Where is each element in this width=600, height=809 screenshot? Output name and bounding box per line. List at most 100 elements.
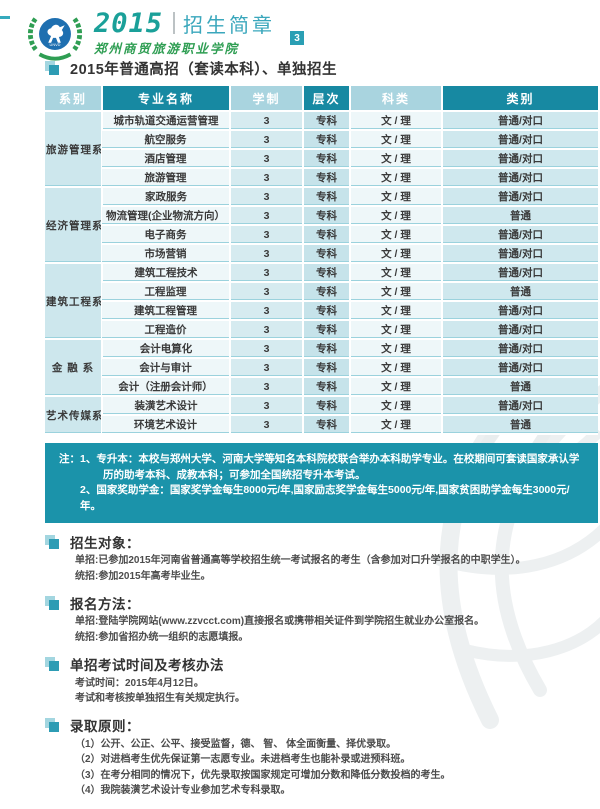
level-cell: 专科 — [302, 377, 350, 397]
years-cell: 3 — [229, 130, 303, 150]
subject-cell: 文 / 理 — [349, 339, 442, 359]
category-cell: 普通/对口 — [441, 396, 598, 416]
table-row: 市场营销 3 专科 文 / 理 普通/对口 — [45, 244, 598, 264]
level-cell: 专科 — [302, 130, 350, 150]
section-line: 统招:参加省招办统一组织的志愿填报。 — [75, 631, 249, 643]
subject-cell: 文 / 理 — [349, 225, 442, 245]
notes-box: 注：1、专升本：本校与郑州大学、河南大学等知名本科院校联合举办本科助学专业。在校… — [45, 443, 598, 524]
years-cell: 3 — [229, 225, 303, 245]
table-row: 酒店管理 3 专科 文 / 理 普通/对口 — [45, 149, 598, 169]
category-cell: 普通/对口 — [441, 358, 598, 378]
major-cell: 酒店管理 — [102, 149, 230, 169]
years-cell: 3 — [229, 301, 303, 321]
level-cell: 专科 — [302, 111, 350, 131]
table-row: 旅游管理 3 专科 文 / 理 普通/对口 — [45, 168, 598, 188]
major-cell: 建筑工程技术 — [101, 263, 230, 283]
subject-cell: 文 / 理 — [349, 377, 442, 397]
table-row: 物流管理(企业物流方向） 3 专科 文 / 理 普通 — [45, 206, 598, 226]
major-cell: 家政服务 — [101, 187, 230, 207]
subject-cell: 文 / 理 — [349, 358, 442, 378]
category-cell: 普通/对口 — [441, 225, 598, 245]
college-name: 郑州商贸旅游职业学院 — [94, 42, 240, 56]
major-cell: 工程造价 — [102, 320, 230, 340]
dept-cell: 金 融 系 — [45, 339, 102, 397]
category-cell: 普通/对口 — [441, 111, 598, 131]
level-cell: 专科 — [302, 149, 350, 169]
years-cell: 3 — [229, 282, 303, 302]
years-cell: 3 — [229, 358, 303, 378]
category-cell: 普通 — [441, 282, 598, 302]
page-number-badge: 3 — [290, 31, 304, 45]
years-cell: 3 — [229, 149, 303, 169]
subject-cell: 文 / 理 — [349, 244, 442, 264]
subject-cell: 文 / 理 — [349, 415, 442, 435]
brand-text: 2015 招生简章 郑州商贸旅游职业学院 3 — [94, 5, 304, 57]
section-bullet-icon — [45, 534, 59, 549]
table-row: 艺术传媒系 装潢艺术设计 3 专科 文 / 理 普通/对口 — [45, 396, 598, 435]
category-cell: 普通/对口 — [441, 168, 598, 188]
table-header-row: 系别 专业名称 学制 层次 科类 类别 — [45, 86, 598, 112]
years-cell: 3 — [229, 320, 303, 340]
brand-year: 2015 — [94, 7, 164, 39]
section-line: 考试时间：2015年4月12日。 — [75, 677, 204, 689]
section-line: （4）我院装潢艺术设计专业参加艺术专科录取。 — [75, 785, 291, 797]
section-bullet-icon — [45, 61, 59, 75]
note-item: 2、国家奖助学金：国家奖学金每生8000元/年,国家励志奖学金每生5000元/年… — [80, 484, 570, 512]
level-cell: 专科 — [302, 206, 350, 226]
major-cell: 市场营销 — [102, 244, 230, 264]
years-cell: 3 — [229, 187, 303, 207]
table-row: 环境艺术设计 3 专科 文 / 理 普通 — [45, 415, 598, 435]
years-cell: 3 — [229, 111, 303, 131]
dept-cell: 艺术传媒系 — [45, 396, 102, 435]
col-header-subject: 科类 — [349, 86, 442, 112]
col-header-level: 层次 — [302, 86, 350, 112]
major-cell: 旅游管理 — [102, 168, 230, 188]
brand-divider — [173, 12, 176, 34]
level-cell: 专科 — [302, 187, 350, 207]
note-item: 注：1、专升本：本校与郑州大学、河南大学等知名本科院校联合举办本科助学专业。在校… — [59, 453, 580, 481]
level-cell: 专科 — [302, 339, 350, 359]
years-cell: 3 — [229, 168, 303, 188]
table-row: 工程造价 3 专科 文 / 理 普通/对口 — [45, 320, 598, 340]
dept-cell: 建筑工程系 — [45, 263, 102, 340]
section-heading: 录取原则： — [70, 719, 140, 735]
col-header-category: 类别 — [441, 86, 598, 112]
table-row: 会计与审计 3 专科 文 / 理 普通/对口 — [45, 358, 598, 378]
section-line: 考试和考核按单独招生有关规定执行。 — [75, 693, 245, 705]
category-cell: 普通/对口 — [441, 130, 598, 150]
category-cell: 普通/对口 — [441, 244, 598, 264]
subject-cell: 文 / 理 — [349, 301, 442, 321]
level-cell: 专科 — [302, 244, 350, 264]
section-registration-method: 报名方法： 单招:登陆学院网站(www.zzvcct.com)直接报名或携带相关… — [45, 593, 598, 645]
category-cell: 普通/对口 — [441, 301, 598, 321]
major-cell: 会计电算化 — [101, 339, 230, 359]
category-cell: 普通/对口 — [441, 339, 598, 359]
level-cell: 专科 — [302, 396, 350, 416]
category-cell: 普通 — [441, 206, 598, 226]
col-header-major: 专业名称 — [101, 86, 230, 112]
major-cell: 物流管理(企业物流方向） — [102, 206, 230, 226]
category-cell: 普通/对口 — [441, 187, 598, 207]
category-cell: 普通 — [441, 377, 598, 397]
section-line: （1）公开、公正、公平、接受监督，德、 智、 体全面衡量、择优录取。 — [75, 738, 397, 750]
brochure-title: 招生简章 — [183, 14, 276, 37]
level-cell: 专科 — [302, 301, 350, 321]
years-cell: 3 — [229, 244, 303, 264]
dept-cell: 经济管理系 — [45, 187, 102, 264]
admissions-table: 系别 专业名称 学制 层次 科类 类别 旅游管理系 城市轨道交通运营管理 3 专… — [45, 86, 598, 435]
major-cell: 建筑工程管理 — [102, 301, 230, 321]
section-admission-target: 招生对象： 单招:已参加2015年河南省普通高等学校招生统一考试报名的考生（含参… — [45, 532, 598, 584]
dept-cell: 旅游管理系 — [45, 111, 102, 188]
level-cell: 专科 — [302, 358, 350, 378]
subject-cell: 文 / 理 — [349, 187, 442, 207]
table-row: 电子商务 3 专科 文 / 理 普通/对口 — [45, 225, 598, 245]
section-line: （2）对进档考生优先保证第一志愿专业。未进档考生也能补录或进预科班。 — [75, 754, 411, 766]
major-cell: 环境艺术设计 — [102, 415, 230, 435]
section-bullet-icon — [45, 718, 59, 733]
subject-cell: 文 / 理 — [349, 111, 442, 131]
subject-cell: 文 / 理 — [349, 282, 442, 302]
subject-cell: 文 / 理 — [349, 263, 442, 283]
section-line: 单招:登陆学院网站(www.zzvcct.com)直接报名或携带相关证件到学院招… — [75, 616, 485, 628]
brand-header: UNVD 2015 招生简章 郑州商贸旅游职业学院 3 — [26, 5, 304, 63]
section-admission-principles: 录取原则： （1）公开、公正、公平、接受监督，德、 智、 体全面衡量、择优录取。… — [45, 716, 598, 799]
